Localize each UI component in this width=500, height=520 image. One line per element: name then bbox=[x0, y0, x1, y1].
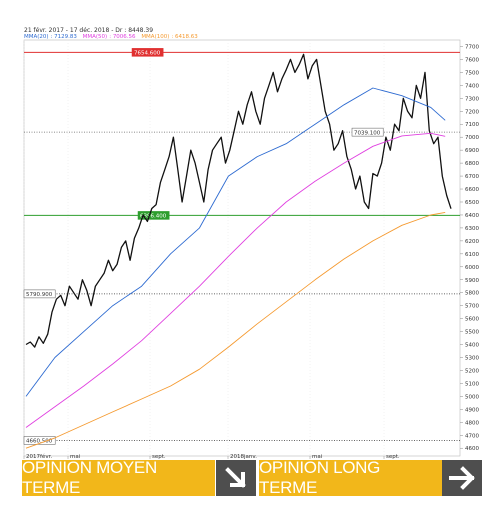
x-tick-label: 2018janv. bbox=[230, 454, 257, 460]
legend-item-mma20: MMA(20): 7129.83 bbox=[24, 34, 77, 40]
legend-mma100-value: 6418.63 bbox=[174, 34, 198, 40]
y-tick-label: 7100 bbox=[465, 122, 479, 128]
price-chart: 7654.600 7039.100 6396.400 5790.900 4660.500… bbox=[23, 39, 479, 460]
arrow-down-right-icon bbox=[216, 460, 256, 496]
y-tick-label: 5700 bbox=[465, 304, 479, 310]
level-label: 5790.900 bbox=[26, 292, 53, 298]
level-label-box bbox=[137, 211, 170, 220]
level-label: 4660.500 bbox=[26, 439, 53, 445]
y-tick-label: 6100 bbox=[465, 252, 479, 258]
y-tick-label: 7600 bbox=[465, 57, 479, 63]
level-lines: 7654.600 7039.100 6396.400 5790.900 4660.500 bbox=[23, 48, 460, 445]
y-tick-label: 7700 bbox=[465, 44, 479, 50]
level-label-box bbox=[23, 289, 56, 299]
y-tick-label: 5600 bbox=[465, 317, 479, 323]
y-tick-label: 6600 bbox=[465, 187, 479, 193]
legend-mma50-value: 7006.56 bbox=[112, 34, 136, 40]
legend-mma50-label: MMA(50) bbox=[82, 34, 108, 40]
chart-header: 21 févr. 2017 - 17 déc. 2018 - Dr : 8448… bbox=[24, 27, 154, 34]
y-tick-label: 4700 bbox=[465, 433, 479, 439]
y-tick-label: 7500 bbox=[465, 70, 479, 76]
y-tick-label: 7400 bbox=[465, 83, 479, 89]
legend-item-mma100: MMA(100): 6418.63 bbox=[141, 34, 198, 40]
y-tick-label: 5900 bbox=[465, 278, 479, 284]
x-tick-label: 2017févr. bbox=[26, 453, 52, 460]
level-label: 6396.400 bbox=[140, 214, 167, 220]
y-tick-label: 6400 bbox=[465, 213, 479, 219]
y-tick-label: 5500 bbox=[465, 330, 479, 336]
opinion-medium-term-button[interactable]: OPINION MOYEN TERME bbox=[22, 458, 215, 497]
y-tick-label: 6700 bbox=[465, 174, 479, 180]
plot-frame bbox=[23, 39, 461, 457]
x-tick-label: mai bbox=[70, 454, 81, 460]
x-tick-label: mai bbox=[312, 454, 323, 460]
y-tick-label: 5000 bbox=[465, 394, 479, 400]
legend-mma20-label: MMA(20) bbox=[24, 34, 49, 40]
y-axis: 4600 4700 4800 4900 5000 5100 5200 5300 5400 5500… bbox=[460, 44, 479, 452]
legend-mma100-label: MMA(100) bbox=[141, 34, 170, 40]
level-label-box bbox=[351, 127, 384, 137]
y-tick-label: 6800 bbox=[465, 161, 479, 167]
arrow-right-icon bbox=[442, 460, 482, 496]
series-mma-100--line bbox=[25, 211, 446, 449]
x-axis: 2017févr. mai sept. 2018janv. mai sept. bbox=[23, 453, 400, 460]
y-tick-label: 4600 bbox=[465, 446, 479, 452]
y-tick-label: 5200 bbox=[465, 368, 479, 374]
legend-item-mma50: MMA(50): 7006.56 bbox=[82, 34, 136, 40]
y-tick-label: 6500 bbox=[465, 200, 479, 206]
y-tick-label: 7300 bbox=[465, 96, 479, 102]
y-tick-label: 5800 bbox=[465, 291, 479, 297]
y-tick-label: 7000 bbox=[465, 135, 479, 141]
series-price-line bbox=[25, 53, 452, 348]
opinion-long-term-button[interactable]: OPINION LONG TERME bbox=[259, 458, 442, 497]
series-mma-50--line bbox=[25, 132, 446, 428]
level-label: 7039.100 bbox=[354, 130, 381, 136]
series-lines bbox=[25, 53, 452, 449]
y-tick-label: 6200 bbox=[465, 239, 479, 245]
y-tick-label: 5300 bbox=[465, 356, 479, 362]
level-label-box bbox=[23, 436, 56, 445]
y-tick-label: 7200 bbox=[465, 109, 479, 115]
chart-legend: MMA(20): 7129.83 MMA(50): 7006.56 MMA(10… bbox=[24, 34, 202, 40]
y-tick-label: 4900 bbox=[465, 407, 479, 413]
x-tick-label: sept. bbox=[386, 454, 400, 460]
series-mma-20--line bbox=[25, 87, 446, 397]
level-label-box bbox=[131, 48, 164, 57]
x-tick-label: sept. bbox=[152, 454, 166, 460]
y-tick-label: 6300 bbox=[465, 226, 479, 232]
gridlines bbox=[23, 40, 385, 456]
y-tick-label: 5100 bbox=[465, 381, 479, 387]
y-tick-label: 5400 bbox=[465, 343, 479, 349]
opinion-bar: OPINION MOYEN TERME OPINION LONG TERME bbox=[22, 458, 482, 497]
level-label: 7654.600 bbox=[134, 51, 161, 57]
legend-mma20-value: 7129.83 bbox=[54, 34, 77, 40]
y-tick-label: 6000 bbox=[465, 265, 479, 271]
y-tick-label: 4800 bbox=[465, 420, 479, 426]
y-tick-label: 6900 bbox=[465, 148, 479, 154]
